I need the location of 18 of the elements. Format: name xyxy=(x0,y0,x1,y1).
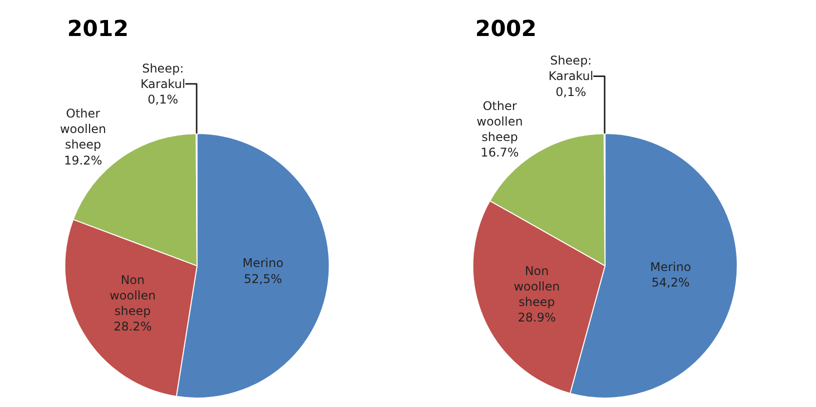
data-label: 52,5% xyxy=(244,272,282,286)
data-label: 0,1% xyxy=(556,84,586,99)
slice-label: Sheep: Karakul xyxy=(548,54,594,84)
slice-label: Sheep: Karakul xyxy=(140,61,186,91)
data-label: 54,2% xyxy=(652,275,690,290)
data-label: 0,1% xyxy=(148,92,178,107)
data-label: 16.7% xyxy=(480,146,519,160)
slice-label: Merino xyxy=(242,256,284,270)
slice-label: Merino xyxy=(650,260,692,274)
data-label: 28.2% xyxy=(114,320,152,334)
slice-label: Non woollen sheep xyxy=(110,272,156,318)
data-label: 28.9% xyxy=(518,310,556,325)
data-label: 19.2% xyxy=(64,153,102,168)
chart-title: 2002 xyxy=(475,16,537,42)
slice-label: Non woollen sheep xyxy=(514,264,560,310)
chart-title: 2012 xyxy=(67,16,129,42)
slice-label: Other woollen sheep xyxy=(476,98,523,144)
slice-label: Other woollen sheep xyxy=(60,106,106,152)
